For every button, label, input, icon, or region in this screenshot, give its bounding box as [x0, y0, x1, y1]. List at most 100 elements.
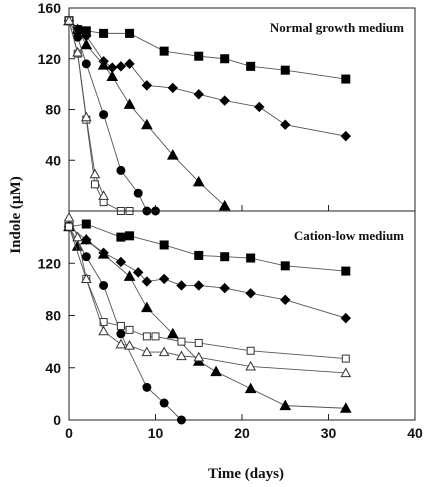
- data-point-filled-circle: [116, 165, 126, 175]
- data-point-filled-circle: [99, 110, 109, 120]
- data-point-open-triangle: [98, 325, 109, 336]
- data-point-open-triangle: [72, 231, 83, 242]
- data-point-filled-diamond: [340, 312, 352, 324]
- data-point-filled-diamond: [167, 82, 179, 94]
- data-point-open-square: [194, 338, 203, 347]
- data-point-filled-circle: [142, 382, 152, 392]
- series-filled-circle-cation-low: [64, 222, 186, 425]
- data-point-open-square: [125, 325, 134, 334]
- x-tick-label-cation-low: 30: [321, 425, 337, 441]
- data-point-open-triangle: [115, 338, 127, 349]
- data-point-filled-triangle: [141, 301, 153, 313]
- data-point-filled-diamond: [254, 101, 265, 113]
- panel-normal-growth-medium: Normal growth medium 160 120 80 40: [38, 0, 416, 216]
- data-point-filled-diamond: [219, 282, 230, 294]
- data-point-filled-diamond: [132, 267, 144, 278]
- x-tick-label-cation-low: 10: [148, 425, 164, 441]
- data-point-filled-circle: [176, 415, 186, 425]
- data-point-filled-triangle: [218, 199, 231, 211]
- data-point-filled-circle: [116, 329, 126, 339]
- data-point-open-triangle: [63, 212, 75, 222]
- data-point-open-triangle: [176, 350, 187, 361]
- series-filled-triangle-cation-low: [63, 220, 352, 413]
- series-open-square-cation-low: [65, 222, 350, 363]
- series-line-open-square: [68, 226, 346, 360]
- data-point-filled-square: [341, 266, 351, 276]
- data-point-open-square: [177, 337, 186, 346]
- data-point-filled-diamond: [280, 119, 291, 130]
- data-point-filled-diamond: [280, 294, 291, 306]
- data-point-filled-square: [341, 74, 351, 84]
- data-point-filled-square: [159, 46, 169, 56]
- data-point-open-square: [116, 321, 125, 330]
- data-point-filled-triangle: [339, 402, 352, 413]
- x-axis-title: Time (days): [208, 466, 284, 482]
- data-point-open-square: [90, 180, 99, 189]
- data-point-filled-triangle: [97, 248, 110, 259]
- data-point-filled-diamond: [141, 276, 153, 287]
- data-point-filled-triangle: [166, 327, 179, 339]
- series-line-filled-circle: [68, 20, 156, 212]
- data-point-filled-diamond: [219, 95, 230, 106]
- y-tick-label-normal: 120: [38, 51, 62, 67]
- y-tick-label-normal: 160: [38, 0, 62, 16]
- data-point-filled-triangle: [80, 38, 93, 50]
- data-point-filled-square: [159, 240, 169, 250]
- data-point-filled-square: [125, 231, 135, 241]
- data-point-open-triangle: [141, 346, 153, 357]
- data-point-filled-triangle: [210, 365, 222, 377]
- data-point-filled-square: [246, 253, 256, 263]
- data-point-open-triangle: [245, 360, 256, 371]
- data-point-open-triangle: [72, 46, 83, 57]
- data-point-filled-square: [246, 61, 256, 71]
- data-point-filled-circle: [81, 252, 91, 262]
- data-point-filled-triangle: [80, 233, 93, 245]
- x-tick-label-cation-low: 20: [234, 425, 250, 441]
- data-point-filled-square: [125, 28, 135, 38]
- y-tick-label-normal: 80: [45, 102, 61, 118]
- data-point-filled-square: [194, 250, 204, 260]
- y-tick-label-cation-low: 80: [45, 308, 61, 324]
- y-tick-label-cation-low: 40: [45, 360, 61, 376]
- data-point-filled-square: [220, 252, 230, 262]
- series-open-triangle-normal: [63, 15, 109, 200]
- panel-cation-low-medium: Cation-low medium 120 80 40 00 10 20 30 40: [38, 210, 423, 441]
- y-tick-label-cation-low: 0: [53, 412, 61, 428]
- data-point-filled-triangle: [166, 149, 179, 160]
- data-point-filled-circle: [159, 398, 169, 408]
- data-point-filled-square: [280, 65, 290, 75]
- data-point-open-square: [341, 354, 350, 363]
- y-tick-label-normal: 40: [45, 152, 61, 168]
- panel-title-normal: Normal growth medium: [270, 20, 404, 35]
- data-point-filled-square: [116, 232, 126, 242]
- data-point-filled-square: [194, 51, 204, 61]
- data-point-open-triangle: [193, 351, 205, 362]
- data-point-open-triangle: [340, 367, 352, 378]
- data-point-filled-diamond: [176, 280, 187, 291]
- data-point-filled-triangle: [192, 175, 205, 187]
- data-point-open-triangle: [80, 273, 92, 284]
- data-point-filled-square: [220, 54, 230, 64]
- panel-title-cation-low: Cation-low medium: [294, 228, 404, 243]
- x-tick-label-cation-low: 0: [65, 425, 73, 441]
- data-point-filled-diamond: [158, 273, 170, 285]
- data-point-filled-diamond: [245, 288, 256, 299]
- data-point-open-square: [246, 346, 255, 355]
- series-line-filled-square: [68, 223, 346, 272]
- series-open-triangle-cation-low: [63, 212, 352, 378]
- data-point-filled-triangle: [123, 270, 136, 281]
- data-point-filled-circle: [99, 280, 109, 290]
- data-point-filled-circle: [133, 188, 143, 198]
- data-point-filled-diamond: [115, 256, 127, 268]
- data-point-filled-triangle: [141, 118, 153, 130]
- series-line-filled-diamond: [68, 20, 346, 137]
- data-point-filled-square: [81, 219, 91, 229]
- series-filled-triangle-normal: [63, 14, 231, 211]
- data-point-open-triangle: [124, 340, 135, 350]
- data-point-open-square: [142, 332, 151, 341]
- data-point-filled-square: [99, 28, 109, 38]
- series-filled-circle-normal: [64, 16, 160, 216]
- data-point-open-triangle: [80, 111, 92, 122]
- data-point-filled-diamond: [193, 280, 204, 291]
